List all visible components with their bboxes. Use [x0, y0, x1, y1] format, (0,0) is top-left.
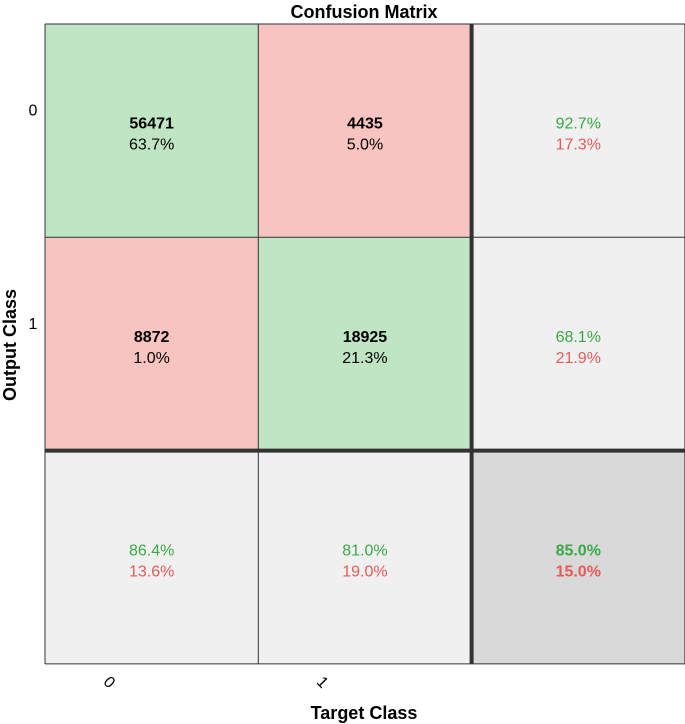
overall-accuracy-label: 85.0% — [556, 542, 601, 559]
cell-percent-label: 21.3% — [342, 350, 387, 367]
y-axis-title: Output Class — [0, 289, 20, 401]
x-tick-label: 1 — [313, 674, 331, 692]
matrix-cell-r2-c1 — [258, 450, 472, 664]
cell-count-label: 4435 — [347, 116, 383, 133]
row-summary-error: 21.9% — [556, 350, 601, 367]
matrix-cell-r1-c0 — [45, 237, 259, 451]
matrix-cell-r0-c0 — [45, 24, 259, 238]
y-tick-label: 1 — [29, 316, 38, 333]
cell-count-label: 56471 — [129, 116, 174, 133]
matrix-cell-r1-c2 — [471, 237, 685, 451]
cell-percent-label: 1.0% — [133, 350, 169, 367]
x-axis-title: Target Class — [311, 703, 418, 723]
cell-percent-label: 5.0% — [347, 137, 383, 154]
y-tick-label: 0 — [29, 103, 38, 120]
cell-percent-label: 63.7% — [129, 137, 174, 154]
column-summary-correct: 81.0% — [342, 542, 387, 559]
row-summary-error: 17.3% — [556, 137, 601, 154]
matrix-cell-r0-c2 — [471, 24, 685, 238]
cell-count-label: 18925 — [343, 329, 388, 346]
matrix-labels: 56471 63.7% 4435 5.0% 8872 1.0% 18925 21.3% 92.7… — [129, 116, 601, 581]
x-tick-label: 0 — [100, 674, 118, 692]
chart-title: Confusion Matrix — [291, 2, 438, 22]
column-summary-correct: 86.4% — [129, 542, 174, 559]
matrix-cells — [45, 24, 685, 664]
matrix-cell-r0-c1 — [258, 24, 472, 238]
row-summary-correct: 68.1% — [556, 329, 601, 346]
matrix-cell-r2-c2 — [471, 450, 685, 664]
column-summary-error: 19.0% — [342, 563, 387, 580]
row-summary-correct: 92.7% — [556, 116, 601, 133]
column-summary-error: 13.6% — [129, 563, 174, 580]
overall-error-label: 15.0% — [556, 563, 601, 580]
cell-count-label: 8872 — [134, 329, 170, 346]
matrix-cell-r2-c0 — [45, 450, 259, 664]
matrix-cell-r1-c1 — [258, 237, 472, 451]
